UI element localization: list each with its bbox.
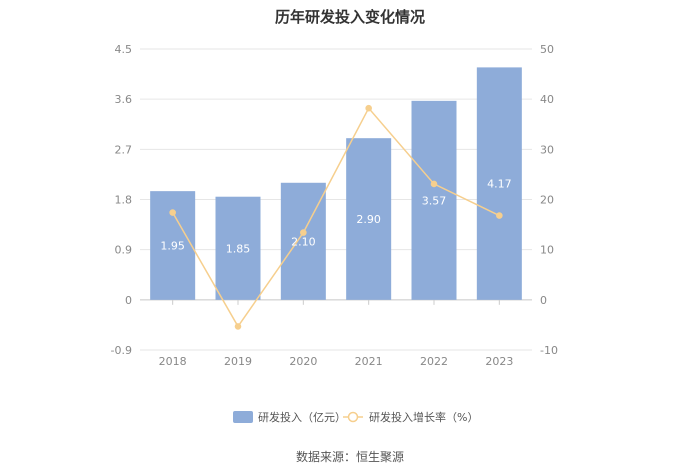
y-right-tick-label: 0	[540, 294, 547, 307]
y-right-tick-label: 40	[540, 93, 554, 106]
chart-title: 历年研发投入变化情况	[274, 8, 425, 26]
y-right-tick-label: 10	[540, 244, 554, 257]
growth-rate-point	[234, 323, 242, 330]
x-tick-label: 2019	[224, 355, 252, 368]
y-left-tick-label: 0.9	[115, 244, 133, 257]
growth-rate-line	[172, 106, 500, 328]
growth-rate-point	[430, 180, 438, 188]
growth-rate-point	[169, 209, 176, 216]
growth-rate-point	[496, 212, 503, 219]
x-tick-label: 2023	[485, 355, 513, 368]
growth-rate-point	[365, 104, 372, 112]
bar	[346, 138, 392, 300]
bar-data-label: 2.90	[356, 213, 381, 226]
y-right-tick-label: -10	[540, 344, 558, 357]
legend-bar-swatch	[233, 411, 253, 423]
bar-data-label: 2.10	[291, 235, 316, 248]
x-tick-label: 2022	[420, 355, 448, 368]
y-left-tick-label: 2.7	[115, 143, 133, 156]
bar-data-label: 1.95	[160, 239, 185, 252]
y-right-tick-label: 20	[540, 194, 554, 207]
x-tick-label: 2021	[355, 355, 383, 368]
growth-rate-point	[300, 229, 307, 236]
x-tick-label: 2020	[289, 355, 317, 368]
y-right-tick-label: 50	[540, 43, 554, 56]
y-right-tick-label: 30	[540, 143, 554, 156]
bar-data-label: 1.85	[226, 242, 251, 255]
source-note: 数据来源：恒生聚源	[295, 450, 404, 464]
bar	[411, 100, 457, 300]
y-left-tick-label: 1.8	[115, 194, 133, 207]
legend-bar-label: 研发投入（亿元）	[258, 410, 346, 424]
y-left-tick-label: 0	[125, 294, 132, 307]
bar-data-label: 4.17	[487, 178, 512, 191]
x-tick-label: 2018	[159, 355, 187, 368]
legend-line-label: 研发投入增长率（%）	[369, 410, 478, 424]
bar-data-label: 3.57	[422, 194, 447, 207]
bar	[280, 182, 326, 300]
legend-line-marker	[347, 411, 359, 423]
y-left-tick-label: -0.9	[111, 344, 132, 357]
bar	[476, 67, 522, 300]
y-left-tick-label: 4.5	[115, 43, 133, 56]
bar	[215, 196, 261, 300]
y-left-tick-label: 3.6	[115, 93, 133, 106]
